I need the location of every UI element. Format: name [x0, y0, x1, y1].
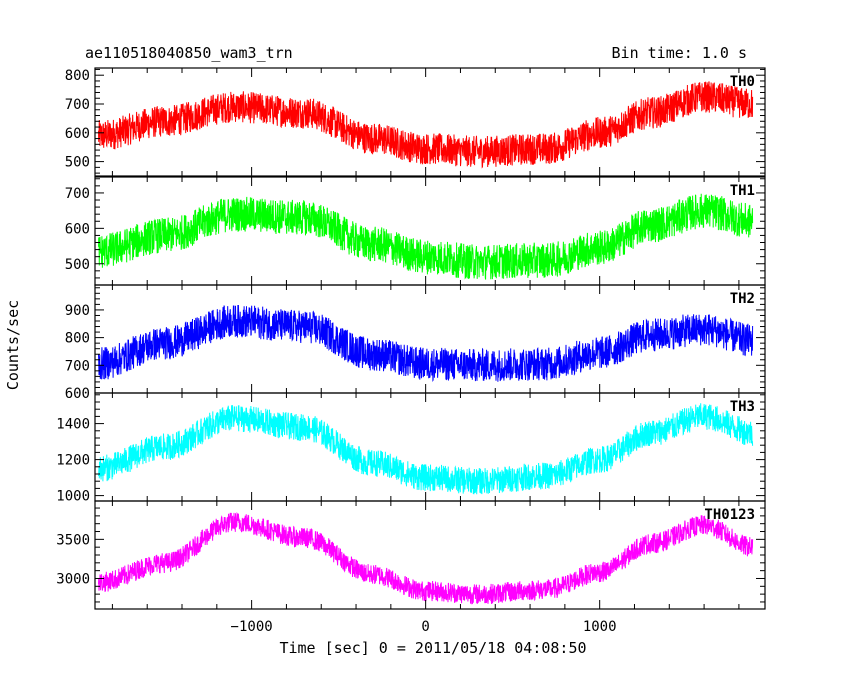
panel-th1: 500 600 700 TH1 — [65, 176, 766, 286]
y-tick-label: 600 — [65, 126, 90, 142]
y-tick-label: 1200 — [56, 453, 90, 469]
panel-th0123: 3000 3500 TH0123 — [56, 500, 766, 610]
y-tick-label: 800 — [65, 331, 90, 347]
series-line-th1 — [98, 193, 754, 280]
chart-title: ae110518040850_wam3_trn — [85, 44, 293, 62]
y-tick-label: 3500 — [56, 532, 90, 548]
y-tick-label: 700 — [65, 186, 90, 202]
y-tick-label: 1000 — [56, 489, 90, 505]
x-tick-label: 0 — [421, 619, 429, 635]
panel-th3: 1000 1200 1400 TH3 — [56, 392, 766, 505]
x-tick-label: 1000 — [583, 619, 617, 635]
panel-label-th3: TH3 — [730, 399, 755, 415]
bin-time-label: Bin time: 1.0 s — [612, 44, 747, 62]
y-axis-label: Counts/sec — [4, 300, 22, 390]
y-tick-label: 800 — [65, 68, 90, 84]
panel-frame — [94, 67, 766, 177]
panels-group: 500 600 700 800 TH0 500 600 700 TH1 600 700 800 900 T… — [56, 67, 766, 610]
y-tick-label: 900 — [65, 303, 90, 319]
panel-label-th1: TH1 — [730, 183, 755, 199]
panel-th2: 600 700 800 900 TH2 — [65, 284, 766, 402]
panel-label-th2: TH2 — [730, 291, 755, 307]
y-tick-label: 500 — [65, 257, 90, 273]
y-tick-label: 700 — [65, 358, 90, 374]
y-tick-label: 700 — [65, 97, 90, 113]
panel-label-th0: TH0 — [730, 74, 755, 90]
x-axis: −1000 0 1000 — [231, 619, 617, 635]
series-line-th3 — [98, 403, 754, 495]
series-line-th0 — [98, 81, 754, 169]
series-line-th2 — [98, 304, 754, 383]
series-line-th0123 — [98, 511, 754, 605]
y-tick-label: 600 — [65, 221, 90, 237]
y-tick-label: 3000 — [56, 571, 90, 587]
y-tick-label: 500 — [65, 155, 90, 171]
panel-th0: 500 600 700 800 TH0 — [65, 67, 766, 177]
y-tick-label: 600 — [65, 386, 90, 402]
x-tick-label: −1000 — [231, 619, 273, 635]
panel-label-th0123: TH0123 — [704, 507, 755, 523]
y-tick-label: 1400 — [56, 417, 90, 433]
x-axis-label: Time [sec] 0 = 2011/05/18 04:08:50 — [279, 639, 586, 657]
